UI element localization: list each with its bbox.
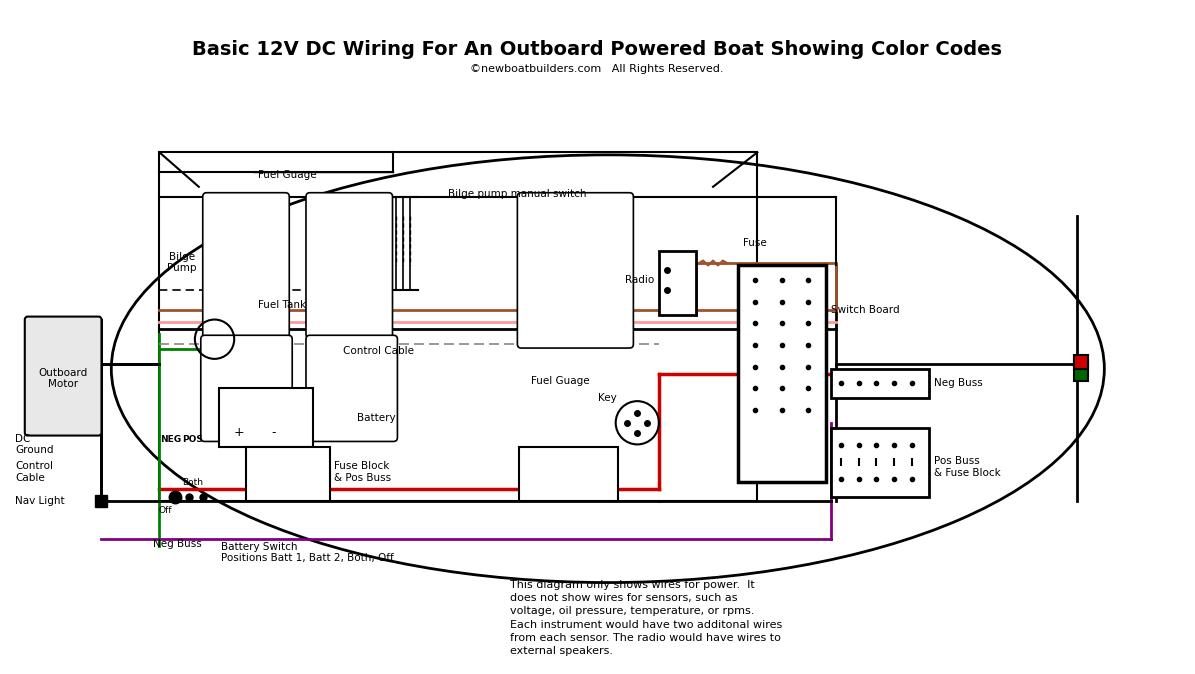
Text: Fuel Guage: Fuel Guage [531, 375, 590, 386]
FancyBboxPatch shape [25, 317, 102, 435]
Text: Bilge
Pump: Bilge Pump [167, 251, 197, 274]
Text: Nav Light: Nav Light [16, 497, 65, 506]
Bar [658, 251, 697, 315]
Bar [1074, 355, 1087, 369]
Text: Controls: Controls [547, 467, 590, 477]
Text: Bilge pump manual switch: Bilge pump manual switch [448, 189, 586, 199]
Text: Fuel Guage: Fuel Guage [258, 170, 317, 180]
Bar [1074, 356, 1087, 381]
Bar [520, 448, 618, 501]
Text: Control
Cable: Control Cable [16, 461, 53, 483]
FancyBboxPatch shape [517, 193, 633, 348]
Text: DC
Ground: DC Ground [16, 433, 54, 455]
Text: Battery: Battery [357, 413, 396, 423]
Bar [737, 266, 826, 482]
FancyBboxPatch shape [306, 193, 392, 338]
Bar [246, 448, 330, 501]
Bar [220, 388, 313, 448]
Text: +: + [234, 426, 245, 439]
Text: ©newboatbuilders.com   All Rights Reserved.: ©newboatbuilders.com All Rights Reserved… [471, 64, 724, 74]
Text: NEG: NEG [160, 435, 180, 444]
Text: Battery Switch
Positions Batt 1, Batt 2, Both, Off: Battery Switch Positions Batt 1, Batt 2,… [221, 542, 394, 563]
Text: POS: POS [183, 435, 203, 444]
FancyBboxPatch shape [201, 335, 293, 441]
Text: Neg Buss: Neg Buss [934, 378, 983, 388]
Text: Basic 12V DC Wiring For An Outboard Powered Boat Showing Color Codes: Basic 12V DC Wiring For An Outboard Powe… [192, 40, 1003, 59]
Text: Off: Off [159, 506, 172, 515]
FancyBboxPatch shape [203, 193, 289, 338]
Text: Neg Buss: Neg Buss [153, 539, 201, 549]
Text: Both: Both [183, 479, 203, 487]
Text: Fuse Block
& Pos Buss: Fuse Block & Pos Buss [335, 461, 392, 483]
FancyBboxPatch shape [306, 335, 398, 441]
Text: Fuel Tank: Fuel Tank [258, 300, 306, 310]
Bar [831, 369, 930, 398]
Text: Pos Buss
& Fuse Block: Pos Buss & Fuse Block [934, 456, 1001, 478]
Text: Fuse: Fuse [742, 238, 766, 248]
Text: Outboard
Motor: Outboard Motor [38, 368, 87, 390]
Text: Key: Key [599, 393, 617, 403]
Text: Control Cable: Control Cable [343, 346, 415, 356]
Text: Radio: Radio [625, 275, 654, 285]
Text: -: - [271, 426, 276, 439]
Bar [831, 428, 930, 497]
Text: This diagram only shows wires for power.  It
does not show wires for sensors, su: This diagram only shows wires for power.… [509, 580, 782, 656]
Text: Switch Board: Switch Board [831, 305, 900, 315]
